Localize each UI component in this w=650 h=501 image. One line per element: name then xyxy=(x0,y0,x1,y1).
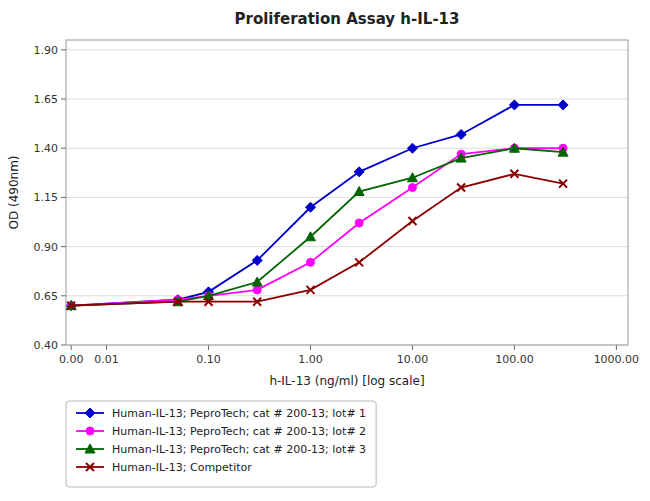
marker xyxy=(252,277,262,286)
legend-label: Human-IL-13; PeproTech; cat # 200-13; lo… xyxy=(112,407,366,420)
series xyxy=(66,100,568,311)
marker xyxy=(355,219,363,227)
line xyxy=(71,148,563,305)
marker xyxy=(305,202,315,212)
legend-marker xyxy=(85,408,95,418)
y-axis-label: OD (490nm) xyxy=(7,155,21,229)
tick-mark xyxy=(61,148,66,149)
tick-label: 1.00 xyxy=(298,353,323,366)
tick-label: 0.10 xyxy=(196,353,221,366)
grid-line xyxy=(66,197,628,198)
tick-label: 1000.00 xyxy=(594,353,640,366)
plot-area xyxy=(66,100,568,311)
grid-line xyxy=(66,246,628,247)
marker xyxy=(456,129,466,139)
marker xyxy=(510,144,518,152)
chart: Proliferation Assay h-IL-13 0.40 0.65 0.90 1… xyxy=(0,0,650,501)
marker xyxy=(558,147,568,156)
series xyxy=(66,143,568,309)
tick-mark xyxy=(106,345,107,350)
grid xyxy=(66,50,628,345)
legend-marker xyxy=(86,427,94,435)
marker xyxy=(354,187,364,196)
legend-label: Human-IL-13; PeproTech; cat # 200-13; lo… xyxy=(112,425,366,438)
legend-label: Human-IL-13; Competitor xyxy=(112,461,252,474)
tick-mark xyxy=(71,345,72,350)
marker xyxy=(408,217,416,225)
marker xyxy=(253,298,261,306)
grid-line xyxy=(66,99,628,100)
marker xyxy=(407,143,417,153)
marker xyxy=(408,184,416,192)
tick-label: 0.90 xyxy=(34,241,59,254)
tick-label: 1.90 xyxy=(34,44,59,57)
marker xyxy=(205,298,213,306)
x-axis-label: h-IL-13 (ng/ml) [log scale] xyxy=(269,374,424,388)
tick-mark xyxy=(61,197,66,198)
tick-mark xyxy=(208,345,209,350)
tick-mark xyxy=(61,49,66,50)
tick-label: 0.65 xyxy=(34,290,59,303)
marker xyxy=(174,298,182,306)
tick-mark xyxy=(61,295,66,296)
plot-frame xyxy=(66,40,628,345)
tick-label: 0.01 xyxy=(94,353,119,366)
line xyxy=(71,174,563,306)
tick-mark xyxy=(61,246,66,247)
marker xyxy=(306,258,314,266)
tick-mark xyxy=(514,345,515,350)
grid-line xyxy=(66,295,628,296)
tick-mark xyxy=(61,99,66,100)
marker xyxy=(457,184,465,192)
tick-label: 100.00 xyxy=(495,353,534,366)
marker xyxy=(253,286,261,294)
marker xyxy=(173,295,183,305)
grid-line xyxy=(66,49,628,50)
tick-mark xyxy=(412,345,413,350)
tick-label: 0.40 xyxy=(34,339,59,352)
marker xyxy=(252,255,262,265)
series xyxy=(67,170,567,310)
tick-mark xyxy=(616,345,617,350)
marker xyxy=(510,170,518,178)
tick-label: 1.15 xyxy=(34,191,59,204)
marker xyxy=(509,100,519,110)
tick-label: 1.40 xyxy=(34,142,59,155)
marker xyxy=(354,167,364,177)
marker xyxy=(306,286,314,294)
marker xyxy=(509,143,519,152)
tick-label: 0.00 xyxy=(59,353,84,366)
legend-frame xyxy=(66,401,376,487)
legend-label: Human-IL-13; PeproTech; cat # 200-13; lo… xyxy=(112,443,366,456)
marker xyxy=(355,258,363,266)
legend-marker xyxy=(86,463,94,471)
tick-mark xyxy=(310,345,311,350)
tick-label: 1.65 xyxy=(34,93,59,106)
line xyxy=(71,148,563,305)
marker xyxy=(407,173,417,182)
marker xyxy=(456,153,466,162)
marker xyxy=(305,232,315,241)
marker xyxy=(559,180,567,188)
line xyxy=(71,105,563,306)
legend-marker xyxy=(85,444,95,453)
legend: Human-IL-13; PeproTech; cat # 200-13; lo… xyxy=(66,401,376,487)
title: Proliferation Assay h-IL-13 xyxy=(235,10,460,28)
marker xyxy=(558,100,568,110)
tick-label: 10.00 xyxy=(397,353,429,366)
tick-mark xyxy=(61,345,66,346)
series xyxy=(67,144,567,309)
marker xyxy=(67,302,75,310)
